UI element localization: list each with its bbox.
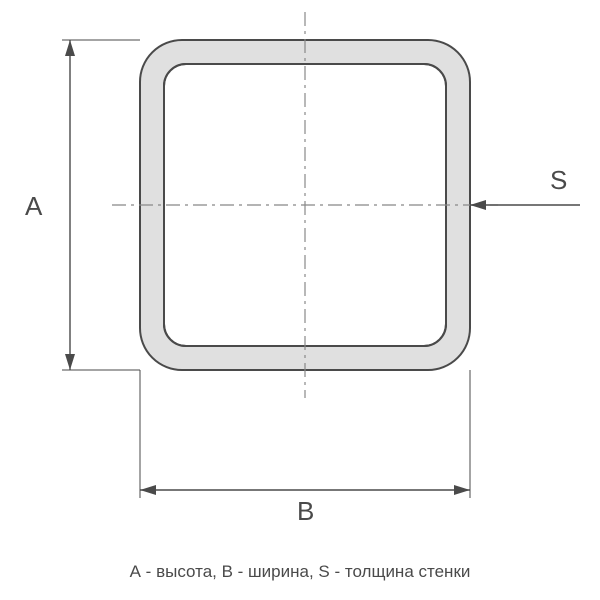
dimension-label-b: B xyxy=(297,496,314,527)
diagram-canvas: A B S А - высота, В - ширина, S - толщин… xyxy=(0,0,600,600)
dimension-label-a: A xyxy=(25,191,42,222)
legend-text: А - высота, В - ширина, S - толщина стен… xyxy=(0,562,600,582)
dimension-label-s: S xyxy=(550,165,567,196)
